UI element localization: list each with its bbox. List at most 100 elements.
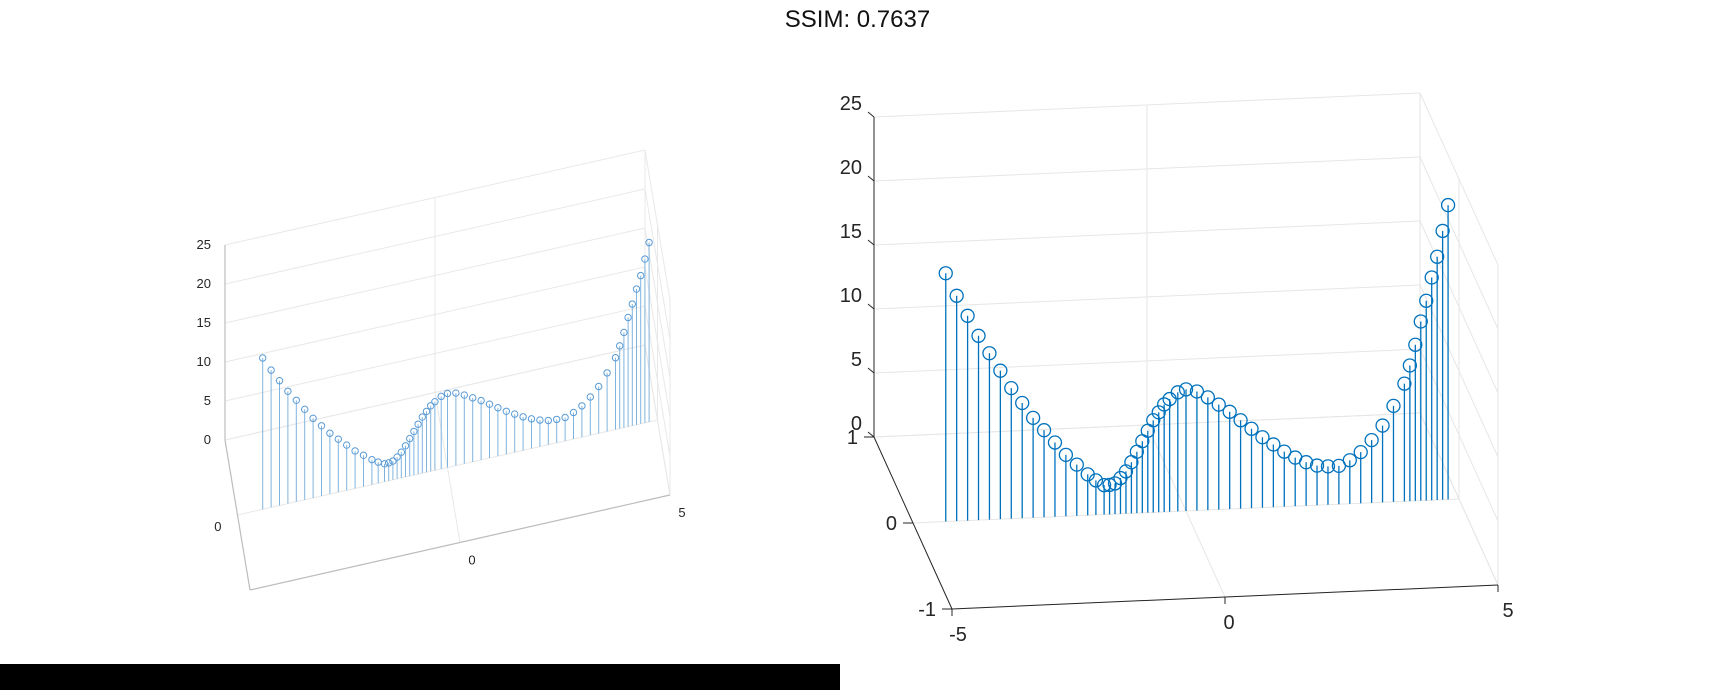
stem-marker [334, 435, 342, 443]
y-tick-label: -1 [918, 599, 936, 621]
stem-marker [397, 448, 405, 456]
z-tick-label: 5 [204, 393, 211, 408]
stem-marker [410, 427, 418, 436]
stem-marker [1408, 337, 1423, 352]
z-tick-label: 0 [851, 413, 862, 435]
y-tick-label: 0 [886, 513, 897, 535]
stem-marker [1025, 410, 1041, 426]
stem-marker [326, 429, 334, 437]
stem-marker [620, 328, 628, 337]
stem-marker [511, 410, 519, 418]
y-axis-line [224, 439, 251, 591]
x-tick-label: 0 [1223, 612, 1234, 634]
stem-marker [301, 405, 309, 414]
stem-marker [452, 389, 460, 397]
stem-marker [292, 396, 300, 404]
stem-marker [380, 460, 389, 468]
stem-marker [427, 402, 435, 410]
z-tick-label: 10 [840, 285, 862, 307]
stem-marker [569, 408, 578, 417]
z-tick-label: 15 [840, 221, 862, 243]
stem-marker [422, 407, 431, 416]
right-stem-series [938, 197, 1456, 522]
stem-marker [460, 391, 468, 399]
stem-marker [1440, 197, 1456, 213]
stem-marker [1036, 423, 1052, 438]
stem-marker [1004, 380, 1019, 396]
z-tick-label: 15 [197, 315, 211, 330]
x-axis-line [249, 494, 671, 591]
y-tick-label: 0 [214, 519, 221, 534]
stem-marker [561, 413, 569, 422]
stem-marker [616, 342, 624, 350]
stem-marker [406, 434, 414, 443]
stem-marker [275, 377, 284, 385]
stem-marker [1397, 376, 1412, 391]
stem-marker [477, 396, 485, 405]
stem-marker [1151, 405, 1166, 420]
stem-marker [443, 389, 452, 398]
stem-marker [628, 300, 636, 308]
stem-marker [519, 413, 527, 421]
stem-marker [993, 363, 1008, 378]
z-tick-mark [867, 431, 875, 438]
stem-marker [343, 441, 351, 449]
stem-marker [578, 402, 586, 410]
x-tick-label: 5 [1502, 600, 1513, 622]
x-tick-label: -5 [949, 624, 967, 646]
stem-marker [960, 308, 975, 323]
stem-marker [284, 387, 292, 395]
left-stem3-chart: 0 5 10 15 20 25 0 5 0 [197, 149, 686, 591]
stem-marker [595, 382, 603, 391]
stem-marker [1069, 457, 1084, 472]
stem-marker [536, 416, 544, 424]
stem-marker [317, 422, 326, 430]
stem-marker [1255, 430, 1270, 445]
stem-marker [611, 354, 620, 362]
grid-line [873, 412, 1421, 438]
y-tick-label: 1 [847, 427, 858, 449]
stem-marker [1386, 398, 1401, 414]
stem-marker [393, 453, 401, 461]
stem-marker [437, 392, 445, 401]
stem-marker [1298, 455, 1314, 470]
z-tick-mark [867, 303, 875, 310]
stem-marker [1419, 293, 1434, 308]
stem-marker [544, 416, 552, 425]
z-tick-mark [867, 239, 875, 246]
stem-marker [309, 414, 317, 423]
stem-marker [603, 369, 611, 377]
stem-marker [1058, 447, 1074, 462]
grid-line [224, 344, 646, 441]
stem-marker [359, 451, 368, 459]
stem-marker [1413, 314, 1428, 329]
stem-marker [385, 459, 393, 467]
stem-marker [1244, 421, 1259, 436]
stem-marker [267, 366, 275, 374]
black-footer-bar [0, 664, 840, 690]
stem-marker [645, 238, 653, 247]
stem-marker [1096, 478, 1112, 493]
stem-marker [1102, 477, 1117, 493]
stem-marker [1170, 385, 1185, 400]
z-tick-mark [867, 367, 875, 374]
page-title: SSIM: 0.7637 [784, 6, 931, 33]
z-tick-label: 0 [204, 432, 211, 447]
stem-marker [1088, 473, 1104, 488]
x-tick-label: 0 [468, 553, 475, 568]
left-axes-grid [224, 149, 671, 591]
stem-marker [1015, 395, 1030, 411]
stem-marker [1047, 435, 1063, 450]
stem-marker [1277, 444, 1292, 459]
right-axes-grid [873, 92, 1499, 610]
stem-marker [1189, 384, 1205, 399]
stem-marker [641, 255, 649, 263]
stem-marker [418, 413, 426, 421]
stem-marker [494, 404, 502, 412]
stem-marker [1178, 382, 1194, 397]
stem-marker [469, 394, 477, 402]
stem-marker [938, 266, 953, 281]
stem-marker [971, 328, 986, 343]
stem-marker [401, 442, 410, 450]
